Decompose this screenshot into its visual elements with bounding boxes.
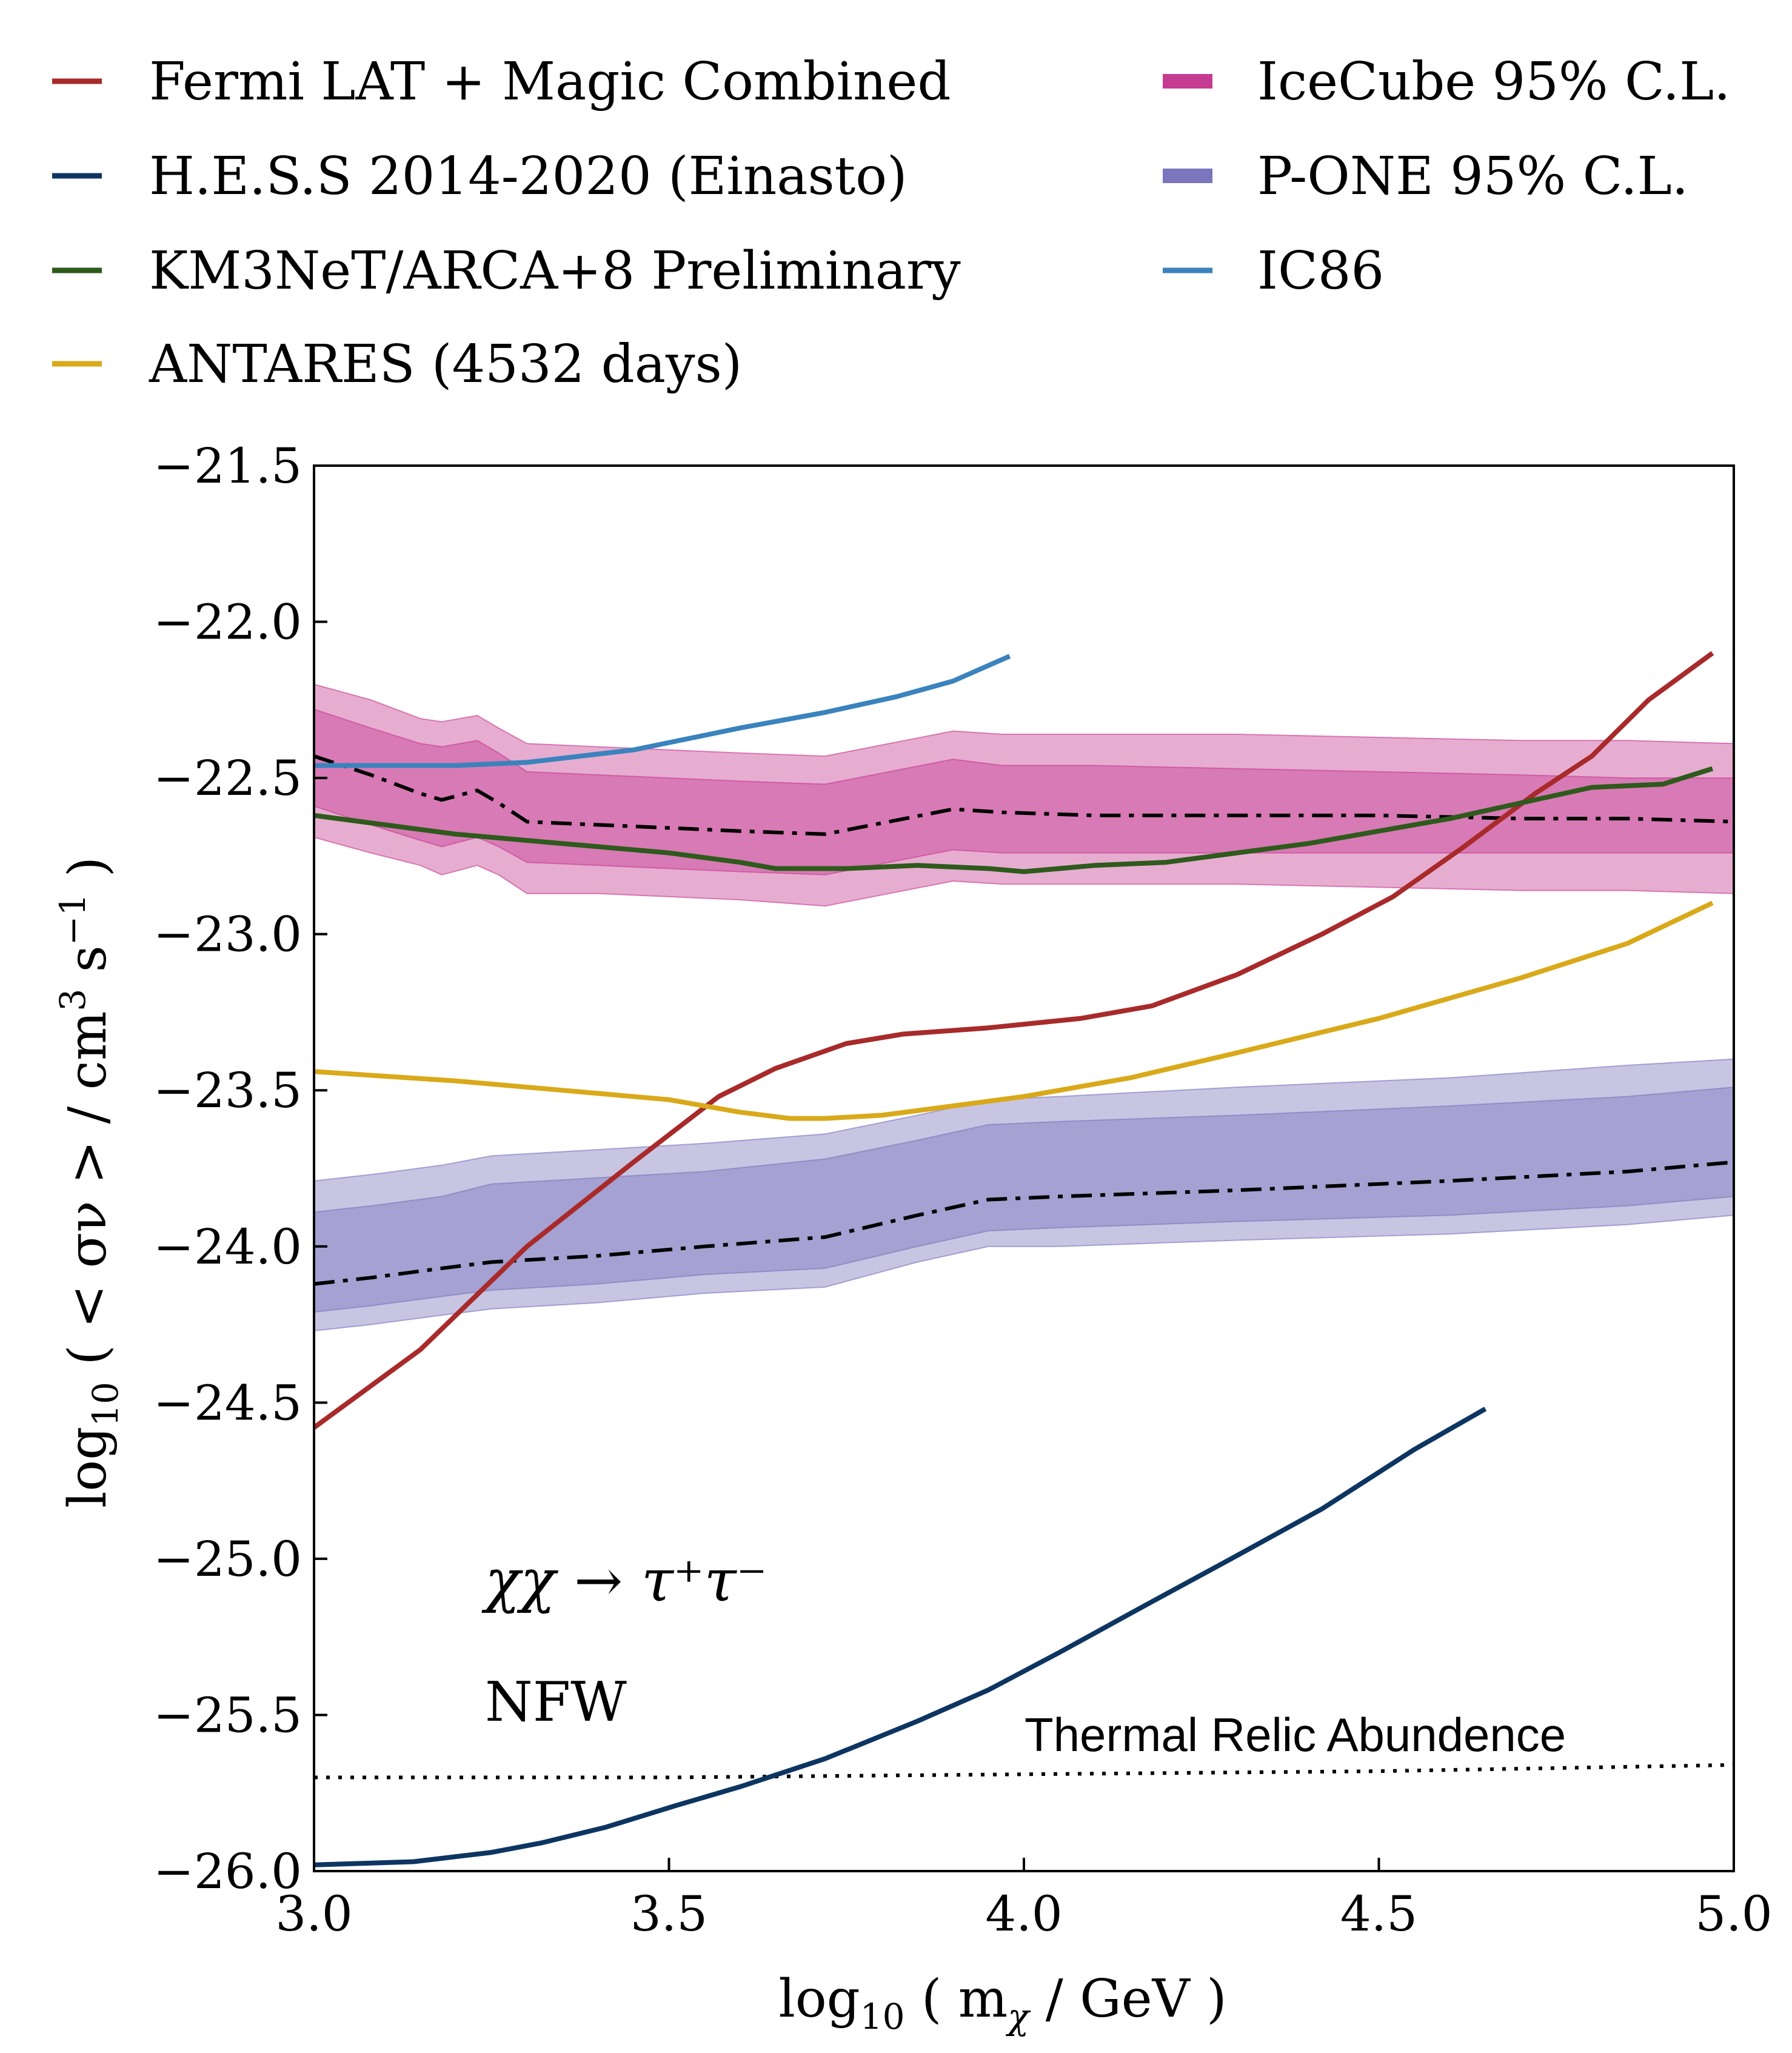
y-axis-label: log10 ( < σν > / cm3 s−1 ) (52, 857, 126, 1508)
km3net-arca-8-preliminary-line (313, 766, 1714, 874)
series-lines (312, 651, 1714, 1867)
h-e-s-s-2014-2020-einasto-line (313, 1407, 1487, 1867)
x-tick-label: 4.5 (1340, 1886, 1417, 1942)
x-axis-label-end: / GeV ) (1046, 1969, 1227, 2029)
y-tick-label: −25.0 (153, 1531, 302, 1587)
y-tick-label: −21.5 (153, 438, 302, 494)
y-axis-label-log: log (58, 1427, 118, 1508)
y-axis-label-end: ) (58, 857, 118, 894)
x-axis-label-chi: χ (1005, 1996, 1031, 2037)
y-tick-label: −22.5 (153, 750, 302, 806)
thermal-relic-group (314, 1763, 1734, 1780)
fermi-lat-magic-combined-line (312, 651, 1714, 1430)
y-tick-label: −23.0 (153, 906, 302, 963)
y-axis-label-sub: 10 (85, 1382, 126, 1427)
y-tick-label: −25.5 (153, 1687, 302, 1743)
x-tick-label: 3.5 (630, 1886, 707, 1942)
legend-label-km3net-arca-8-preliminary: KM3NeT/ARCA+8 Preliminary (149, 241, 961, 301)
legend-label-ic86: IC86 (1257, 241, 1384, 301)
y-tick-label: −23.5 (153, 1062, 302, 1119)
x-tick-label: 4.0 (985, 1886, 1062, 1942)
legend-label-fermi-lat-magic-combined: Fermi LAT + Magic Combined (149, 52, 951, 112)
x-tick-label: 3.0 (275, 1886, 352, 1942)
icecube-95-c-l-median-line (313, 754, 1734, 836)
y-tick-label: −26.0 (153, 1843, 302, 1900)
annotation-thermal-relic: Thermal Relic Abundence (1025, 1708, 1566, 1761)
y-axis-label-sup2: −1 (52, 894, 93, 946)
p-one-95-c-l-median-line (313, 1160, 1734, 1286)
legend-label-h-e-s-s-2014-2020-einasto: H.E.S.S 2014-2020 (Einasto) (149, 146, 908, 207)
y-axis-label-mid: s (58, 945, 118, 988)
legend-swatch-icecube-95-c-l (1163, 74, 1212, 89)
x-axis-label-rest: ( m (921, 1969, 1008, 2029)
y-tick-label: −24.5 (153, 1375, 302, 1431)
thermal-relic-line (314, 1763, 1734, 1780)
y-axis-label-rest: ( < σν > / cm (58, 1011, 118, 1365)
x-axis-label-log: log (778, 1969, 860, 2029)
x-tick-label: 5.0 (1695, 1886, 1772, 1942)
y-axis-label-sup: 3 (52, 989, 93, 1011)
y-tick-label: −24.0 (153, 1219, 302, 1275)
y-tick-label: −22.0 (153, 594, 302, 651)
legend-label-antares-4532-days: ANTARES (4532 days) (149, 334, 742, 395)
legend-label-p-one-95-c-l: P-ONE 95% C.L. (1257, 146, 1688, 207)
legend-label-icecube-95-c-l: IceCube 95% C.L. (1257, 52, 1731, 112)
confidence-bands (313, 683, 1734, 1332)
legend: Fermi LAT + Magic Combined H.E.S.S 2014-2… (52, 52, 1731, 395)
annotation-channel: χχ → τ⁺τ⁻ (481, 1547, 767, 1615)
ic86-line (314, 654, 1011, 768)
annotation-profile: NFW (485, 1670, 627, 1734)
ticks: 3.0 3.5 4.0 4.5 5.0 −21.5 −22.0 −22.5 −23.0 −23.5… (153, 438, 1773, 1942)
legend-swatch-p-one-95-c-l (1163, 169, 1212, 183)
x-axis-label-sub: 10 (860, 1996, 905, 2037)
x-axis-label: log10 ( mχ / GeV ) (778, 1969, 1226, 2037)
antares-4532-days-line (313, 900, 1714, 1121)
